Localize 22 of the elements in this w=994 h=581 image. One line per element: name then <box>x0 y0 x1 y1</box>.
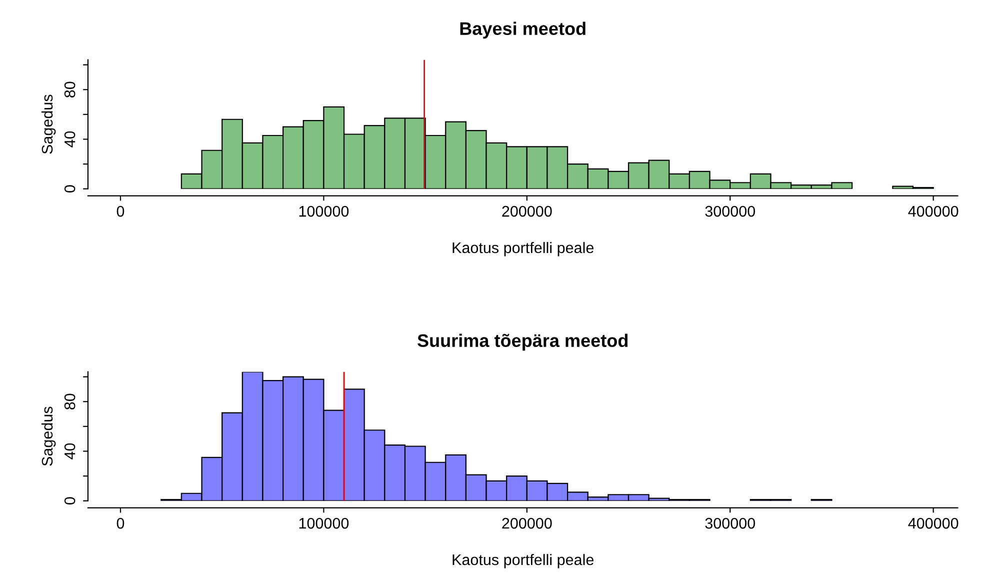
x-axis-title: Kaotus portfelli peale <box>452 554 594 568</box>
y-axis-title: Sagedus <box>41 406 56 466</box>
x-axis-title: Kaotus portfelli peale <box>452 242 594 256</box>
y-tick-label: 80 <box>64 394 76 410</box>
x-tick-label: 200000 <box>502 518 552 529</box>
chart-title: Bayesi meetod <box>460 22 586 39</box>
y-tick-label: 0 <box>64 497 76 504</box>
x-tick-label: 100000 <box>299 518 349 529</box>
x-tick-label: 400000 <box>908 206 958 217</box>
chart-title: Suurima tõepära meetod <box>418 334 628 351</box>
y-tick-label: 80 <box>64 82 76 98</box>
x-tick-label: 100000 <box>299 206 349 217</box>
x-tick-label: 0 <box>116 518 124 529</box>
x-tick-label: 200000 <box>502 206 552 217</box>
x-tick-label: 400000 <box>908 518 958 529</box>
x-tick-label: 300000 <box>705 206 756 217</box>
y-tick-label: 40 <box>64 443 76 460</box>
x-tick-label: 0 <box>116 206 124 217</box>
x-tick-label: 300000 <box>705 518 756 529</box>
y-axis-title: Sagedus <box>41 94 56 154</box>
y-tick-label: 0 <box>64 185 76 192</box>
y-tick-label: 40 <box>64 131 76 148</box>
